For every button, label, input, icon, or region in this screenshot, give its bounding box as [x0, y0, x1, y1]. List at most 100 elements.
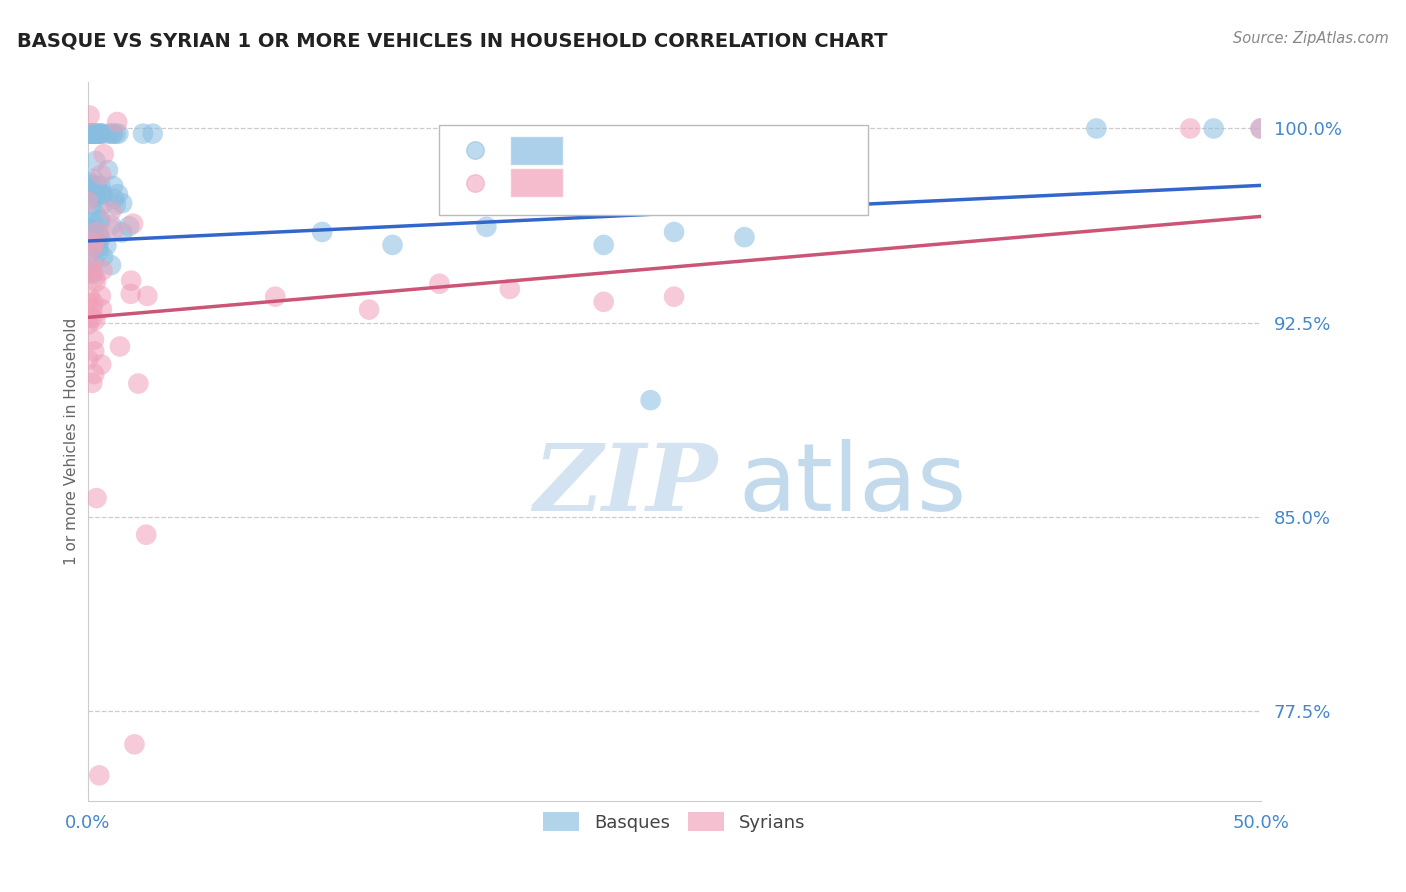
Point	[80, 178, 103, 192]
Point	[662, 290, 685, 304]
Point	[264, 290, 287, 304]
Point	[429, 277, 451, 291]
Point	[90, 289, 112, 303]
Point	[84, 127, 107, 141]
Point	[82, 311, 104, 326]
Point	[851, 483, 873, 498]
Point	[142, 127, 165, 141]
Point	[77, 318, 100, 332]
Point	[100, 258, 122, 272]
Point	[851, 368, 873, 382]
Point	[82, 296, 104, 310]
Point	[83, 367, 105, 381]
Point	[84, 313, 107, 327]
Point	[120, 286, 142, 301]
Point	[90, 358, 112, 372]
Point	[97, 127, 120, 141]
Point	[107, 127, 129, 141]
Text: R = 0.409   N = 52: R = 0.409 N = 52	[581, 173, 758, 192]
Point	[107, 187, 129, 202]
Y-axis label: 1 or more Vehicles in Household: 1 or more Vehicles in Household	[65, 318, 79, 566]
Point	[311, 225, 333, 239]
Point	[80, 258, 103, 272]
Point	[122, 217, 145, 231]
Point	[77, 352, 100, 367]
Point	[82, 240, 104, 254]
Point	[1180, 121, 1202, 136]
Text: Source: ZipAtlas.com: Source: ZipAtlas.com	[1233, 31, 1389, 46]
Point	[96, 238, 118, 252]
Point	[733, 230, 755, 244]
Text: R = 0.247   N = 85: R = 0.247 N = 85	[581, 141, 758, 160]
Point	[89, 214, 111, 228]
FancyBboxPatch shape	[510, 169, 562, 197]
Point	[82, 301, 104, 316]
Point	[87, 241, 110, 255]
Point	[90, 178, 112, 193]
Point	[79, 175, 101, 189]
Point	[83, 333, 105, 347]
Point	[104, 198, 127, 212]
Point	[86, 178, 108, 193]
Text: atlas: atlas	[738, 439, 967, 531]
Point	[82, 197, 104, 211]
Point	[82, 127, 104, 141]
Point	[101, 127, 124, 141]
Point	[80, 228, 103, 243]
Point	[76, 194, 98, 209]
Point	[91, 197, 114, 211]
Point	[87, 226, 110, 240]
Point	[83, 190, 105, 204]
Point	[80, 223, 103, 237]
Point	[86, 235, 108, 250]
Point	[359, 302, 381, 317]
Point	[82, 267, 104, 281]
Point	[662, 225, 685, 239]
Legend: Basques, Syrians: Basques, Syrians	[536, 805, 813, 839]
Point	[1250, 121, 1272, 136]
Point	[136, 289, 159, 303]
Point	[79, 290, 101, 304]
Point	[135, 527, 157, 541]
Point	[91, 186, 114, 201]
Point	[101, 127, 124, 141]
Point	[82, 127, 104, 141]
Point	[118, 219, 141, 234]
Point	[82, 376, 104, 390]
Point	[83, 254, 105, 268]
Point	[381, 238, 404, 252]
FancyBboxPatch shape	[440, 125, 868, 215]
Point	[90, 168, 112, 182]
Point	[640, 393, 662, 408]
Point	[79, 127, 101, 141]
Point	[592, 238, 614, 252]
Point	[80, 183, 103, 197]
Point	[82, 171, 104, 186]
Point	[105, 115, 128, 129]
Point	[84, 186, 107, 201]
Point	[79, 109, 101, 123]
Point	[97, 163, 120, 178]
Point	[89, 212, 111, 227]
Point	[77, 127, 100, 141]
Point	[77, 187, 100, 202]
Point	[77, 295, 100, 310]
Point	[80, 266, 103, 280]
Point	[83, 127, 105, 141]
Point	[103, 192, 125, 206]
Point	[1085, 121, 1108, 136]
Point	[84, 153, 107, 168]
Point	[103, 223, 125, 237]
Point	[120, 274, 142, 288]
Point	[79, 264, 101, 278]
Point	[1202, 121, 1225, 136]
Point	[124, 737, 146, 751]
Point	[89, 768, 111, 782]
Point	[77, 247, 100, 261]
Point	[91, 263, 114, 277]
Point	[89, 232, 111, 246]
Point	[90, 301, 112, 316]
Point	[111, 196, 134, 211]
Point	[83, 127, 105, 141]
Point	[83, 344, 105, 359]
